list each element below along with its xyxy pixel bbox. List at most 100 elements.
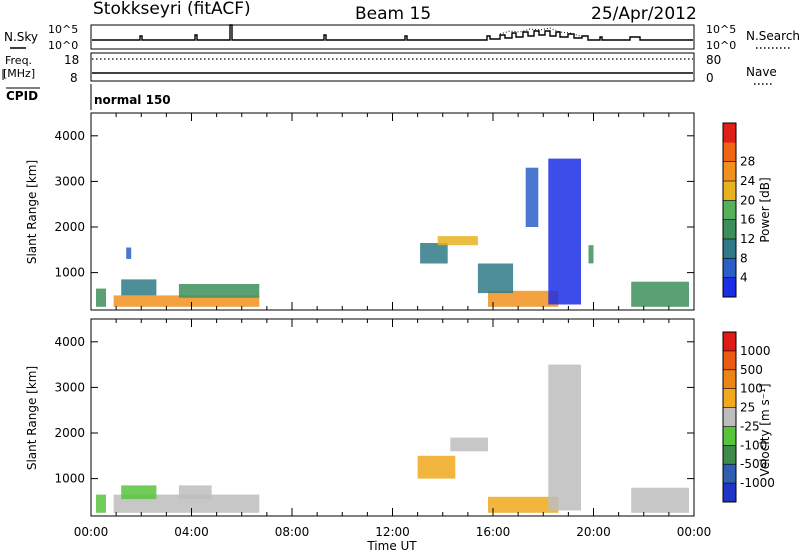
power-ytick-label: 4000: [54, 129, 85, 143]
velocity-colorbar-segment: [723, 483, 736, 503]
power-colorbar-segment: [723, 258, 736, 278]
velocity-scatter-region-4: [417, 455, 456, 479]
time-tick-label: 12:00: [375, 525, 410, 539]
velocity-colorbar-tick-label: -500: [740, 457, 767, 471]
power-scatter-region-9: [548, 158, 581, 305]
freq-label-line1: Freq.: [5, 54, 32, 67]
velocity-scatter-region-5: [450, 437, 488, 452]
power-ytick-label: 1000: [54, 266, 85, 280]
nsearch-tick-top: 10^5: [706, 23, 736, 36]
power-colorbar-tick-label: 16: [740, 213, 755, 227]
power-colorbar-label: Power [dB]: [758, 177, 772, 242]
nsky-tick-bottom: 10^0: [48, 39, 78, 52]
nave-tick-top: 80: [706, 53, 721, 67]
velocity-colorbar-segment: [723, 332, 736, 352]
power-ytick-label: 2000: [54, 220, 85, 234]
power-ytick-label: 3000: [54, 174, 85, 188]
freq-label-line2: [MHz]: [3, 67, 35, 80]
velocity-colorbar-segment: [723, 445, 736, 465]
velocity-colorbar-label: Velocity [m s⁻¹]: [758, 383, 772, 476]
power-scatter-region-6: [437, 236, 478, 246]
velocity-ytick-label: 3000: [54, 380, 85, 394]
power-panel: 1000 2000 3000 4000 Slant Range [km] 4 8 12 16…: [25, 112, 772, 311]
nsky-strip: N.Sky 10^5 10^0 10^5 10^0 N.Search: [4, 23, 800, 52]
power-colorbar-frame: [722, 122, 737, 298]
nave-tick-bottom: 0: [706, 71, 714, 85]
xlabel: Time UT: [366, 539, 417, 553]
velocity-scatter-region-3: [178, 485, 212, 500]
velocity-colorbar-segment: [723, 464, 736, 484]
velocity-colorbar-segment: [723, 369, 736, 389]
time-tick-label: 16:00: [476, 525, 511, 539]
velocity-colorbar-tick-label: 25: [740, 401, 755, 415]
velocity-colorbar-tick-label: 100: [740, 382, 763, 396]
power-colorbar-tick-label: 20: [740, 193, 755, 207]
power-colorbar-segment: [723, 161, 736, 182]
velocity-xticks: [90, 319, 695, 516]
date-title: 25/Apr/2012: [591, 4, 697, 24]
velocity-colorbar-segment: [723, 350, 736, 371]
velocity-scatter-region-0: [96, 494, 106, 513]
power-scatter-region-1: [113, 295, 260, 307]
freq-nave-strip: Freq. [MHz] 18 8 80 0 Nave: [2, 52, 777, 85]
power-scatter-region-12: [631, 281, 689, 307]
power-scatter-region-5: [420, 243, 448, 264]
nsearch-label: N.Search: [746, 29, 800, 43]
velocity-scatter-region-6: [488, 496, 559, 513]
velocity-colorbar-segment: [723, 407, 736, 427]
power-frame: [90, 112, 695, 311]
velocity-colorbar-tick-label: -100: [740, 438, 767, 452]
power-colorbar-segment: [723, 277, 736, 298]
power-colorbar-tick-label: 4: [740, 271, 748, 285]
power-colorbar-tick-label: 8: [740, 251, 748, 265]
velocity-yticks: 1000 2000 3000 4000: [54, 335, 694, 486]
velocity-colorbar-segment: [723, 388, 736, 408]
power-cells: [96, 158, 689, 307]
station-title: Stokkseyri (fitACF): [93, 0, 251, 19]
power-scatter-region-0: [96, 288, 106, 307]
time-tick-label: 04:00: [174, 525, 209, 539]
power-yticks: 1000 2000 3000 4000: [54, 129, 694, 280]
power-colorbar-tick-label: 12: [740, 232, 755, 246]
velocity-colorbar-tick-label: -1000: [740, 476, 775, 490]
power-scatter-region-4: [126, 247, 132, 259]
velocity-colorbar: 1000 500 100 25 -25 -100 -500 -1000: [722, 331, 775, 503]
power-xticks: [90, 113, 695, 310]
velocity-panel: 1000 2000 3000 4000 Slant Range [km] 1000 50…: [25, 318, 775, 517]
freq-tick-bottom: 8: [70, 71, 78, 85]
velocity-colorbar-tick-label: 500: [740, 363, 763, 377]
power-scatter-region-2: [121, 279, 157, 296]
time-axis-labels: 00:00 04:00 08:00 12:00 16:00 20:00 00:00: [74, 525, 712, 539]
cpid-label: CPID: [6, 89, 38, 103]
velocity-scatter-region-1: [113, 494, 260, 513]
nsky-tick-top: 10^5: [48, 23, 78, 36]
power-colorbar-segment: [723, 123, 736, 143]
power-colorbar-tick-label: 28: [740, 155, 755, 169]
power-colorbar-tick-label: 24: [740, 174, 755, 188]
power-scatter-region-8: [477, 263, 514, 294]
beam-title: Beam 15: [355, 4, 431, 24]
power-scatter-region-3: [178, 284, 260, 298]
velocity-ytick-label: 4000: [54, 335, 85, 349]
velocity-scatter-region-7: [548, 364, 581, 511]
velocity-ytick-label: 1000: [54, 472, 85, 486]
nsearch-tick-bottom: 10^0: [706, 39, 736, 52]
velocity-scatter-region-8: [631, 487, 689, 513]
velocity-colorbar-frame: [722, 331, 737, 503]
cpid-value: normal 150: [94, 93, 171, 107]
nave-label: Nave: [746, 65, 777, 79]
power-colorbar-segment: [723, 239, 736, 259]
power-scatter-region-10: [525, 167, 539, 227]
power-colorbar-segment: [723, 219, 736, 240]
power-ylabel: Slant Range [km]: [25, 160, 39, 264]
time-tick-label: 20:00: [576, 525, 611, 539]
power-colorbar: 4 8 12 16 20 24 28: [722, 122, 755, 298]
power-scatter-region-7: [488, 290, 559, 307]
velocity-colorbar-tick-label: 1000: [740, 344, 771, 358]
velocity-ytick-label: 2000: [54, 426, 85, 440]
velocity-cells: [96, 364, 689, 513]
velocity-ylabel: Slant Range [km]: [25, 366, 39, 470]
freq-tick-top: 18: [64, 53, 79, 67]
time-tick-label: 00:00: [677, 525, 712, 539]
